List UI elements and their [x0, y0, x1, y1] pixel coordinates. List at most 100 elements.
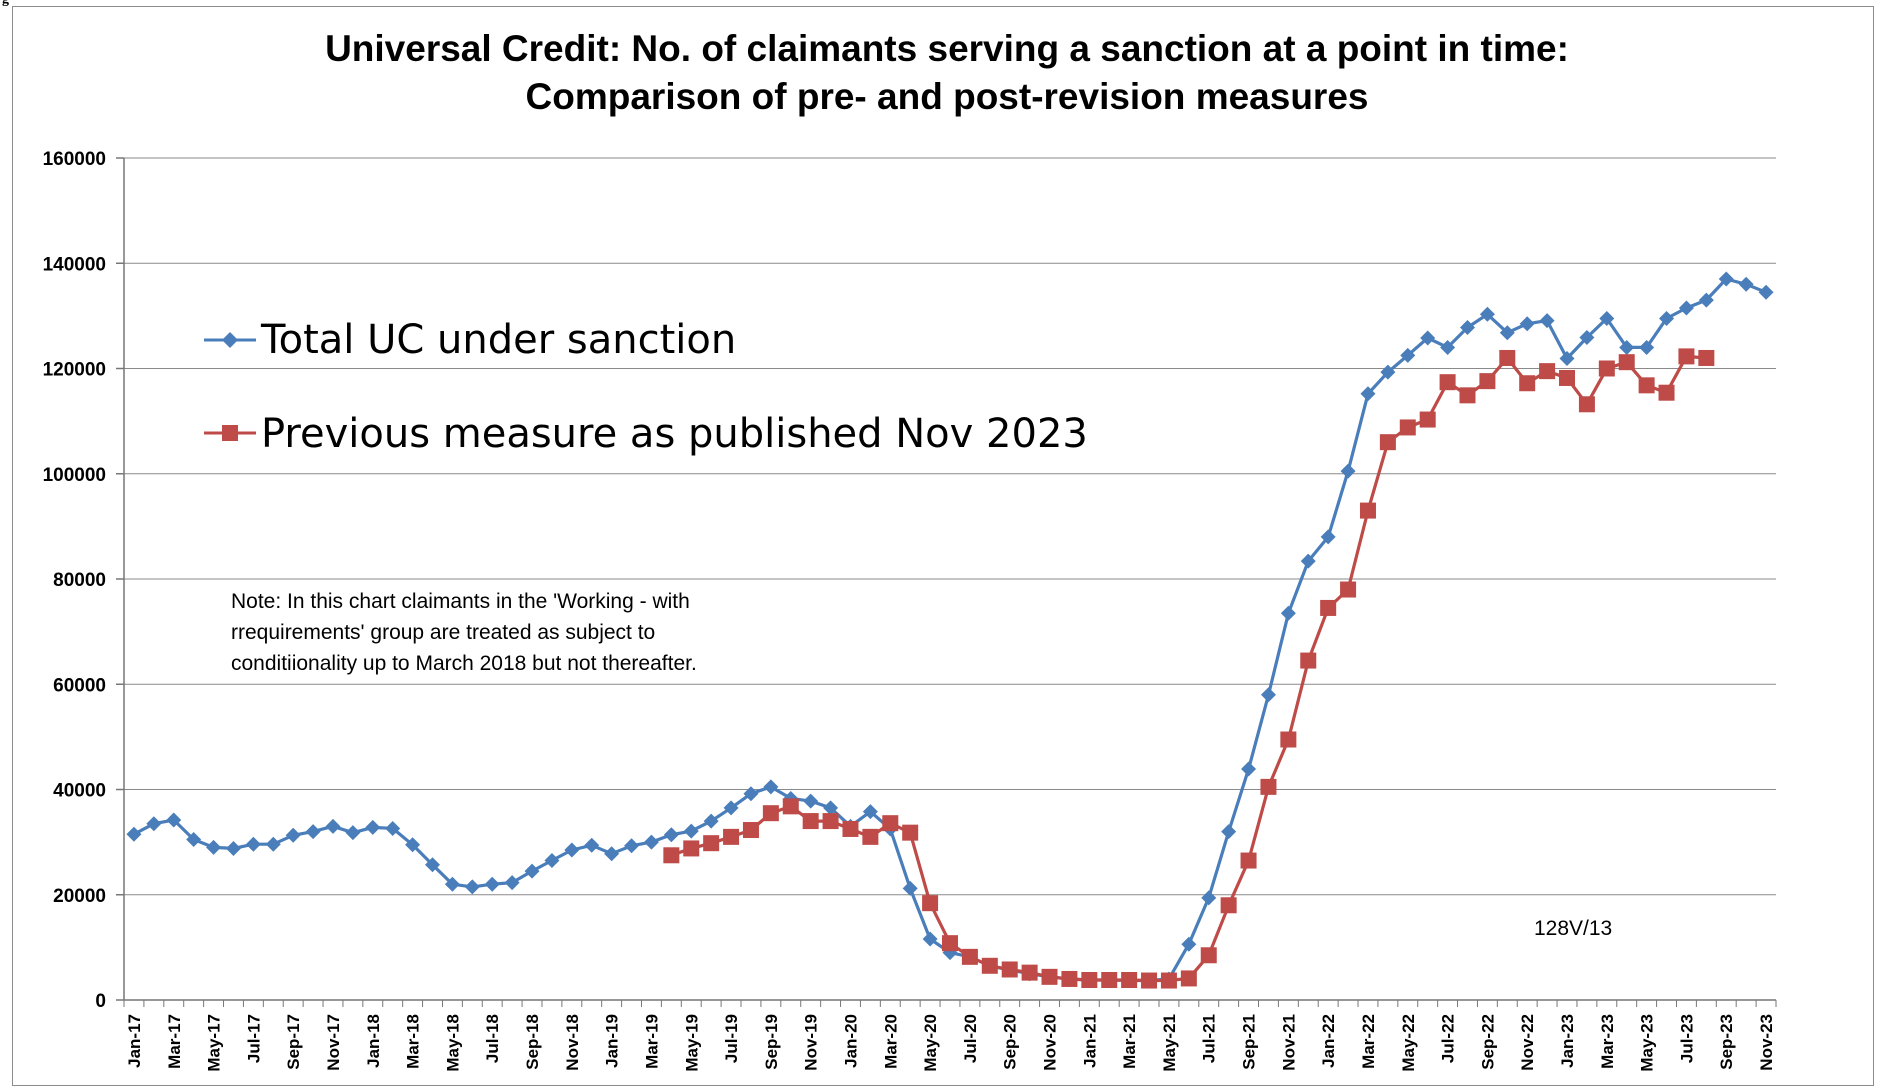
data-point [1638, 377, 1655, 394]
x-tick-label: Nov-18 [563, 1014, 582, 1071]
data-point [166, 812, 182, 828]
data-point [823, 800, 839, 816]
data-point [922, 931, 938, 947]
x-tick-label: Sep-20 [1001, 1014, 1020, 1070]
data-point [1241, 761, 1257, 777]
data-point [1698, 349, 1715, 366]
data-point [1280, 731, 1297, 748]
x-tick-label: Jan-18 [364, 1014, 383, 1068]
data-point [1300, 553, 1316, 569]
data-point [862, 804, 878, 820]
data-point [1718, 271, 1734, 287]
data-point [1320, 599, 1337, 616]
x-tick-label: Nov-21 [1279, 1014, 1298, 1071]
x-tick-label: May-21 [1160, 1014, 1179, 1072]
data-point [1440, 339, 1456, 355]
data-point [1160, 972, 1177, 989]
data-point [1658, 384, 1675, 401]
data-point [683, 823, 699, 839]
data-point [802, 813, 819, 830]
x-tick-label: May-20 [921, 1014, 940, 1072]
data-point [862, 828, 879, 845]
data-point [742, 822, 759, 839]
data-point [385, 820, 401, 836]
data-point [444, 876, 460, 892]
data-point [604, 846, 620, 862]
data-point [663, 847, 680, 864]
data-point [902, 880, 918, 896]
legend-label-total-uc: Total UC under sanction [260, 317, 736, 363]
x-tick-label: May-19 [682, 1014, 701, 1072]
data-point [1459, 387, 1476, 404]
legend: Total UC under sanction Previous measure… [204, 317, 1088, 457]
data-point [206, 839, 222, 855]
data-point [1001, 961, 1018, 978]
x-tick-label: Sep-18 [523, 1014, 542, 1070]
note-line-1: Note: In this chart claimants in the 'Wo… [231, 590, 690, 613]
data-point [305, 824, 321, 840]
series-layer [126, 271, 1774, 989]
data-point [624, 838, 640, 854]
data-point [882, 815, 899, 832]
series-previous-measure [663, 348, 1715, 989]
data-point [1340, 463, 1356, 479]
x-tick-label: Jan-17 [125, 1014, 144, 1068]
data-point [1659, 311, 1675, 327]
data-point [1340, 581, 1357, 598]
data-point [1320, 529, 1336, 545]
data-point [1499, 349, 1516, 366]
data-point [186, 831, 202, 847]
y-axis-ticks: 0 20000 40000 60000 80000 100000 120000 140000 1… [43, 149, 124, 1012]
x-axis-ticks: Jan-17 Mar-17 May-17 Jul-17 Sep-17 Nov-17 Jan-… [123, 1000, 1777, 1072]
legend-item-previous-measure: Previous measure as published Nov 2023 [204, 411, 1088, 457]
data-point [1200, 947, 1217, 964]
data-point [1400, 347, 1416, 363]
data-point [1360, 386, 1376, 402]
data-point [1201, 890, 1217, 906]
y-tick-label: 40000 [53, 781, 106, 802]
data-point [126, 826, 142, 842]
data-point [1479, 306, 1495, 322]
data-point [1539, 363, 1556, 380]
y-tick-label: 20000 [53, 886, 106, 907]
x-tick-label: Sep-21 [1240, 1014, 1259, 1070]
data-point [1379, 434, 1396, 451]
data-point [902, 824, 919, 841]
data-point [1499, 325, 1515, 341]
data-point [1101, 972, 1118, 989]
data-point [584, 837, 600, 853]
x-tick-label: Mar-18 [404, 1014, 423, 1069]
data-point [1141, 972, 1158, 989]
x-tick-label: Jan-22 [1319, 1014, 1338, 1068]
x-tick-label: May-23 [1638, 1014, 1657, 1072]
data-point [842, 820, 859, 837]
data-point [763, 779, 779, 795]
data-point [1439, 374, 1456, 391]
y-tick-label: 60000 [53, 675, 106, 696]
data-point [942, 935, 958, 952]
data-point [405, 837, 421, 853]
chart-frame [12, 6, 1874, 1086]
x-tick-label: Jul-17 [244, 1014, 263, 1063]
data-point [544, 853, 560, 869]
series-total-uc [126, 271, 1774, 989]
data-point [1519, 375, 1536, 392]
data-point [723, 800, 739, 816]
data-point [743, 786, 759, 802]
data-point [265, 836, 281, 852]
x-tick-label: May-18 [443, 1014, 462, 1072]
note-line-3: conditiionality up to March 2018 but not… [231, 652, 697, 675]
data-point [683, 840, 700, 857]
data-point [1081, 972, 1098, 989]
data-point [1399, 419, 1416, 436]
data-point [1280, 605, 1296, 621]
x-tick-label: Jul-20 [961, 1014, 980, 1063]
data-point [564, 842, 580, 858]
x-tick-label: Mar-17 [165, 1014, 184, 1069]
data-point [703, 813, 719, 829]
data-point [1220, 897, 1237, 914]
data-point [1419, 411, 1436, 428]
data-point [981, 957, 998, 974]
data-point [1420, 330, 1436, 346]
data-point [245, 836, 261, 852]
